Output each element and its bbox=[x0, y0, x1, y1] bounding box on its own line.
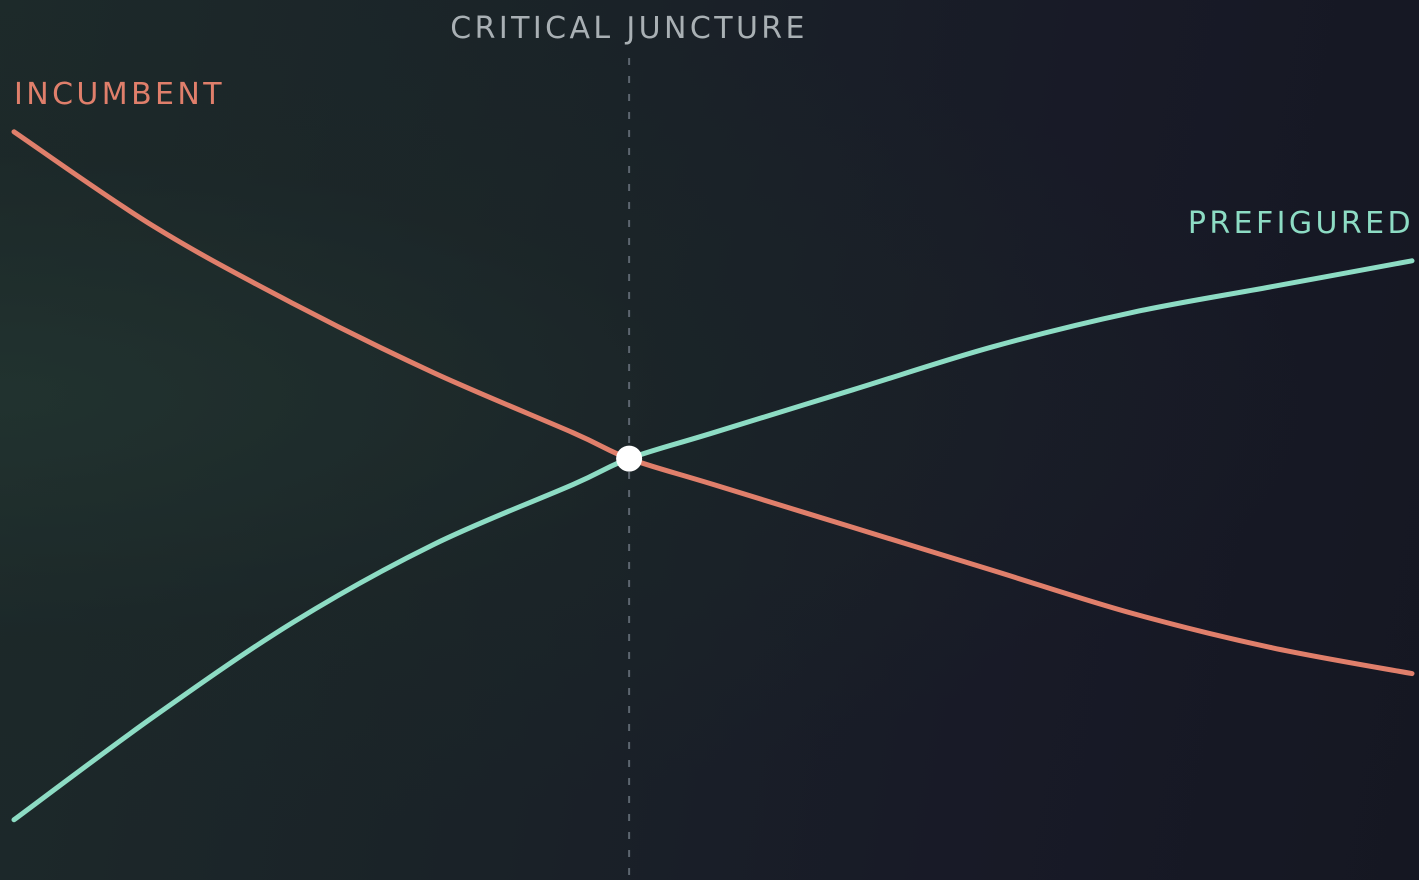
series-incumbent-label: INCUMBENT bbox=[14, 77, 225, 112]
series-prefigured-label: PREFIGURED bbox=[1188, 206, 1414, 241]
critical-juncture-label: CRITICAL JUNCTURE bbox=[450, 11, 808, 46]
series-incumbent-line bbox=[11, 129, 1415, 677]
intersection-marker bbox=[616, 445, 643, 472]
series-prefigured-line bbox=[11, 258, 1415, 823]
